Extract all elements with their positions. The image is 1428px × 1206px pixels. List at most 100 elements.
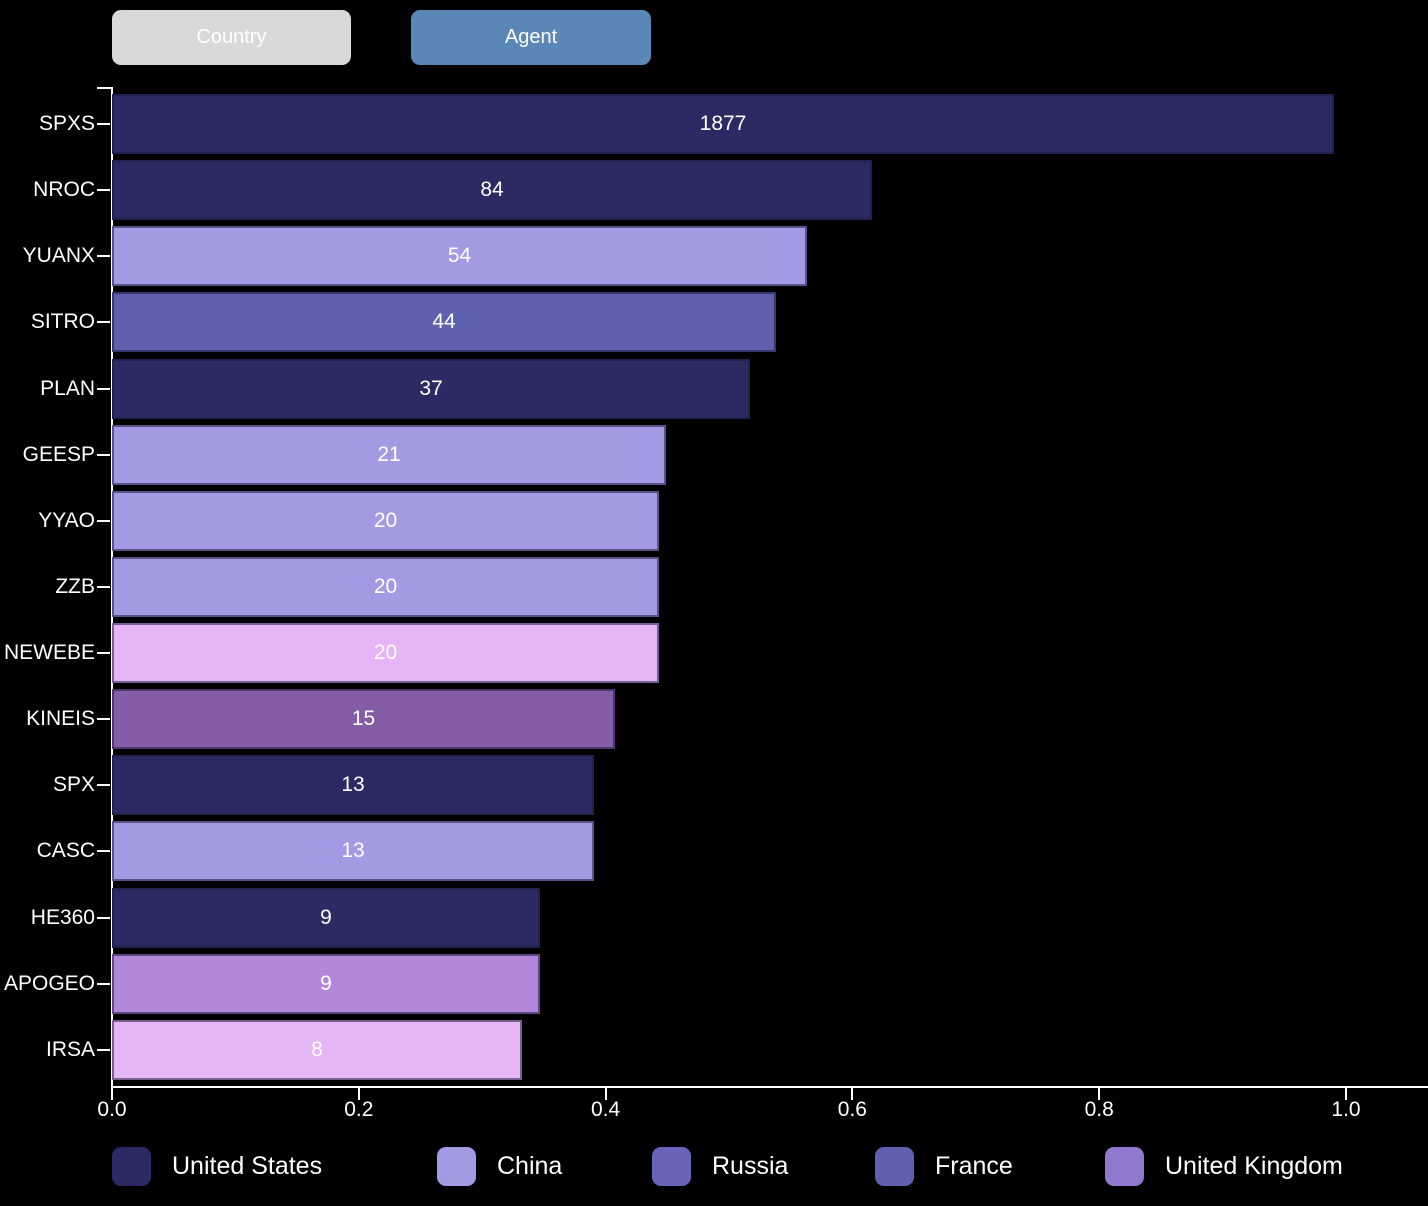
y-axis-label: SITRO [30,310,95,334]
bar-value-label: 9 [320,971,332,995]
y-axis-tick [97,718,110,721]
x-axis-tick-label: 1.0 [1331,1098,1361,1121]
y-axis-label: PLAN [40,376,95,400]
y-axis-tick [97,1048,110,1051]
bar-row: NEWEBE 20 [0,623,1428,684]
bar-value-label: 15 [351,707,376,731]
bar-row: SPX 13 [0,755,1428,816]
bar-value-label: 13 [341,773,365,797]
bar-row: CASC 13 [0,821,1428,882]
legend-label: France [935,1151,1013,1180]
bar-value-label: 37 [419,376,443,400]
bar-value-label: 9 [320,905,332,929]
x-axis-tick [111,1088,113,1100]
bar-spxs[interactable] [112,94,1334,154]
bar-row: PLAN 37 [0,358,1428,419]
bar-row: SITRO 44 [0,292,1428,353]
y-axis-label: NEWEBE [3,641,95,665]
legend-swatch [1105,1146,1144,1186]
bar-spx[interactable] [112,755,594,816]
x-axis-tick-label: 0.4 [590,1098,621,1121]
x-axis-tick-label: 0.2 [344,1098,374,1121]
y-axis-tick [97,255,110,258]
y-axis-label: SPX [52,773,95,797]
x-axis-tick [357,1088,360,1100]
bar-row: GEESP 21 [0,424,1428,485]
legend-item-united-states[interactable]: United States [112,1146,322,1186]
y-axis-label: HE360 [30,905,95,929]
bar-value-label: 20 [373,641,398,665]
x-axis-tick-label: 0.8 [1084,1098,1114,1121]
x-axis-tick-label: 0.0 [97,1098,127,1121]
bar-sitro[interactable] [112,292,776,353]
y-axis-tick [97,916,110,919]
legend-swatch [652,1146,691,1186]
bar-newebe[interactable] [112,623,659,684]
y-axis-label: YUANX [22,244,95,268]
bar-value-label: 44 [432,310,456,334]
agent-toggle-button[interactable]: Agent [411,10,651,65]
bar-row: IRSA 8 [0,1019,1428,1080]
y-axis-tick [97,453,110,456]
y-axis-tick [97,123,110,125]
bar-casc[interactable] [112,821,594,882]
y-axis-tick [97,784,110,787]
bar-row: APOGEO 9 [0,953,1428,1014]
y-axis-tick [97,982,110,985]
bar-row: ZZB 20 [0,556,1428,617]
y-axis-label: IRSA [45,1037,95,1061]
y-axis-label: ZZB [55,574,95,598]
y-axis-label: SPXS [38,112,95,135]
y-axis-tick [97,585,110,588]
legend-item-france[interactable]: France [875,1146,1013,1186]
y-axis-tick [97,387,110,390]
bar-irsa[interactable] [112,1019,522,1080]
bar-row: YYAO 20 [0,490,1428,551]
bar-row: SPXS 1877 [0,94,1428,154]
bar-nroc[interactable] [112,160,872,221]
bar-row: NROC 84 [0,160,1428,221]
x-axis-tick-label: 0.6 [837,1098,867,1121]
bar-apogeo[interactable] [112,953,540,1014]
bar-value-label: 1877 [699,112,747,135]
x-axis-tick [604,1088,607,1100]
legend-item-russia[interactable]: Russia [652,1146,788,1186]
y-axis-label: GEESP [22,442,95,466]
y-axis-top-cap [97,87,113,89]
bar-value-label: 54 [447,244,472,268]
bar-value-label: 20 [373,574,398,598]
legend-item-china[interactable]: China [437,1146,562,1186]
legend-label: United States [172,1151,323,1180]
bar-value-label: 13 [341,839,365,863]
legend-item-united-kingdom[interactable]: United Kingdom [1105,1146,1343,1186]
y-axis-label: APOGEO [3,971,95,995]
y-axis-tick [97,321,110,324]
bar-row: HE360 9 [0,887,1428,948]
x-axis-tick [851,1088,854,1100]
y-axis-tick [97,189,110,192]
legend-label: China [497,1151,563,1180]
country-toggle-button[interactable]: Country [112,10,351,65]
bar-value-label: 21 [377,442,401,466]
y-axis-label: CASC [36,839,95,863]
legend-swatch [875,1146,914,1186]
bar-geesp[interactable] [112,424,666,485]
y-axis-label: YYAO [38,508,95,532]
x-axis-tick [1098,1088,1101,1100]
x-axis-spine [111,1086,1428,1088]
bar-plan[interactable] [112,358,750,419]
bar-he360[interactable] [112,887,540,948]
bar-yyao[interactable] [112,490,659,551]
x-axis-tick [1345,1088,1347,1100]
bar-value-label: 84 [480,178,504,202]
y-axis-tick [97,652,110,655]
bar-yuanx[interactable] [112,226,807,287]
bar-value-label: 8 [311,1037,323,1061]
bar-kineis[interactable] [112,689,615,750]
bar-value-label: 20 [373,508,398,532]
legend-swatch [437,1146,476,1186]
bar-row: KINEIS 15 [0,689,1428,750]
bar-zzb[interactable] [112,556,659,617]
legend: United States China Russia France United Kin… [0,1146,1428,1186]
